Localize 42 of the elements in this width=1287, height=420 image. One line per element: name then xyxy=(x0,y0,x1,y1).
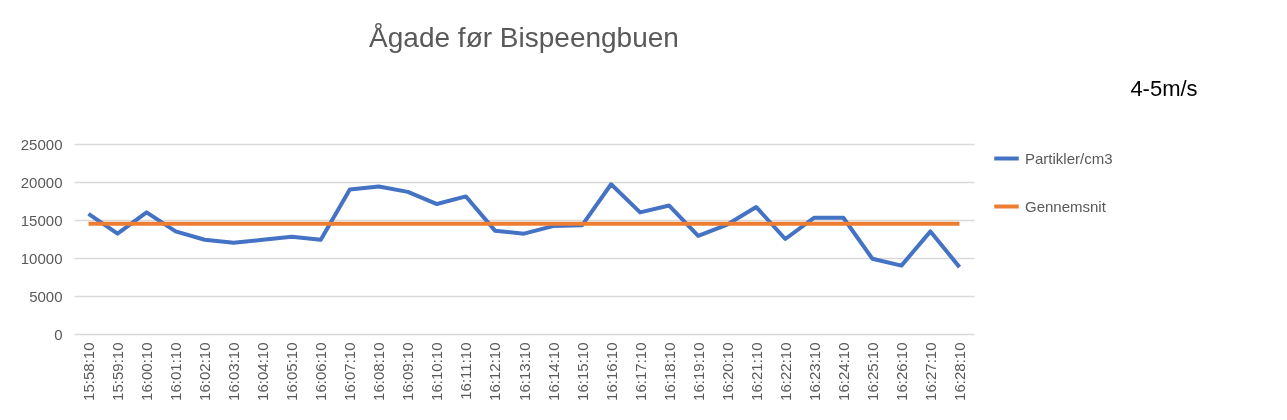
legend-label: Partikler/cm3 xyxy=(1025,149,1113,167)
x-tick-label: 16:22:10 xyxy=(776,342,794,401)
y-tick-label: 0 xyxy=(54,325,63,343)
y-tick-label: 25000 xyxy=(20,135,63,153)
x-tick-label: 16:02:10 xyxy=(196,342,214,401)
legend-label: Gennemsnit xyxy=(1025,197,1107,215)
x-tick-label: 16:00:10 xyxy=(138,342,156,401)
x-tick-label: 16:20:10 xyxy=(718,342,736,401)
x-tick-label: 16:13:10 xyxy=(515,342,533,401)
x-tick-label: 16:15:10 xyxy=(573,342,591,401)
x-tick-label: 16:25:10 xyxy=(863,342,881,401)
x-tick-label: 16:08:10 xyxy=(370,342,388,401)
x-tick-label: 16:04:10 xyxy=(254,342,272,401)
x-tick-label: 16:24:10 xyxy=(834,342,852,401)
x-tick-label: 16:17:10 xyxy=(631,342,649,401)
x-tick-label: 16:12:10 xyxy=(486,342,504,401)
x-tick-label: 16:03:10 xyxy=(225,342,243,401)
x-tick-label: 16:07:10 xyxy=(341,342,359,401)
x-tick-label: 16:14:10 xyxy=(544,342,562,401)
x-tick-label: 16:01:10 xyxy=(167,342,185,401)
x-tick-label: 15:58:10 xyxy=(80,342,98,401)
x-tick-label: 16:06:10 xyxy=(312,342,330,401)
y-tick-label: 10000 xyxy=(20,249,63,267)
x-tick-label: 16:28:10 xyxy=(950,342,968,401)
x-tick-label: 16:26:10 xyxy=(892,342,910,401)
x-tick-label: 16:27:10 xyxy=(921,342,939,401)
x-tick-label: 15:59:10 xyxy=(109,342,127,401)
x-tick-label: 16:05:10 xyxy=(283,342,301,401)
x-tick-label: 16:19:10 xyxy=(689,342,707,401)
x-tick-label: 16:21:10 xyxy=(747,342,765,401)
x-tick-label: 16:09:10 xyxy=(399,342,417,401)
y-tick-label: 5000 xyxy=(29,287,63,305)
y-tick-label: 15000 xyxy=(20,211,63,229)
x-tick-label: 16:18:10 xyxy=(660,342,678,401)
x-tick-label: 16:10:10 xyxy=(428,342,446,401)
chart-title: Ågade før Bispeengbuen xyxy=(369,22,679,53)
line-series xyxy=(86,182,962,270)
y-tick-label: 20000 xyxy=(20,173,63,191)
x-tick-label: 16:23:10 xyxy=(805,342,823,401)
text: 4-5m/s xyxy=(1130,76,1198,101)
x-tick-label: 16:11:10 xyxy=(457,342,475,400)
x-tick-label: 16:16:10 xyxy=(602,342,620,401)
